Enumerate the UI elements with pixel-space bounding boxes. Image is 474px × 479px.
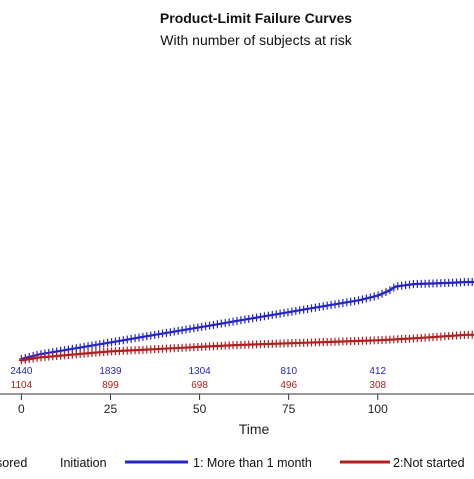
at-risk-value: 810	[280, 366, 297, 377]
at-risk-value: 2440	[10, 366, 33, 377]
legend-censored-label: sored	[0, 456, 27, 470]
chart-subtitle: With number of subjects at risk	[160, 32, 352, 48]
at-risk-value: 308	[369, 380, 386, 391]
series-layer	[18, 277, 474, 365]
at-risk-value: 1304	[188, 366, 211, 377]
legend: sored Initiation 1: More than 1 month 2:…	[0, 456, 465, 470]
x-axis-ticks: 0 25 50 75 100	[18, 394, 388, 416]
legend-series-1-label: 1: More than 1 month	[193, 456, 312, 470]
x-tick-label: 75	[282, 402, 296, 416]
x-axis-label: Time	[239, 421, 270, 437]
at-risk-table: 2440 1839 1304 810 412 1104 899 698 496 308	[10, 366, 386, 391]
x-tick-label: 50	[193, 402, 207, 416]
x-tick-label: 0	[18, 402, 25, 416]
series-2-censor-marks	[18, 330, 474, 365]
series-1-line	[21, 280, 474, 361]
series-1	[18, 277, 474, 363]
at-risk-value: 698	[191, 380, 208, 391]
x-tick-label: 100	[368, 402, 388, 416]
x-tick-label: 25	[104, 402, 118, 416]
at-risk-value: 1104	[11, 380, 33, 391]
at-risk-value: 412	[369, 366, 386, 377]
legend-series-2-label: 2:Not started	[393, 456, 465, 470]
series-1-censor-marks	[18, 277, 474, 363]
at-risk-value: 899	[102, 380, 119, 391]
legend-initiation-label: Initiation	[60, 456, 107, 470]
series-2	[18, 330, 474, 365]
at-risk-value: 1839	[99, 366, 122, 377]
chart-title: Product-Limit Failure Curves	[160, 10, 352, 26]
at-risk-value: 496	[280, 380, 297, 391]
